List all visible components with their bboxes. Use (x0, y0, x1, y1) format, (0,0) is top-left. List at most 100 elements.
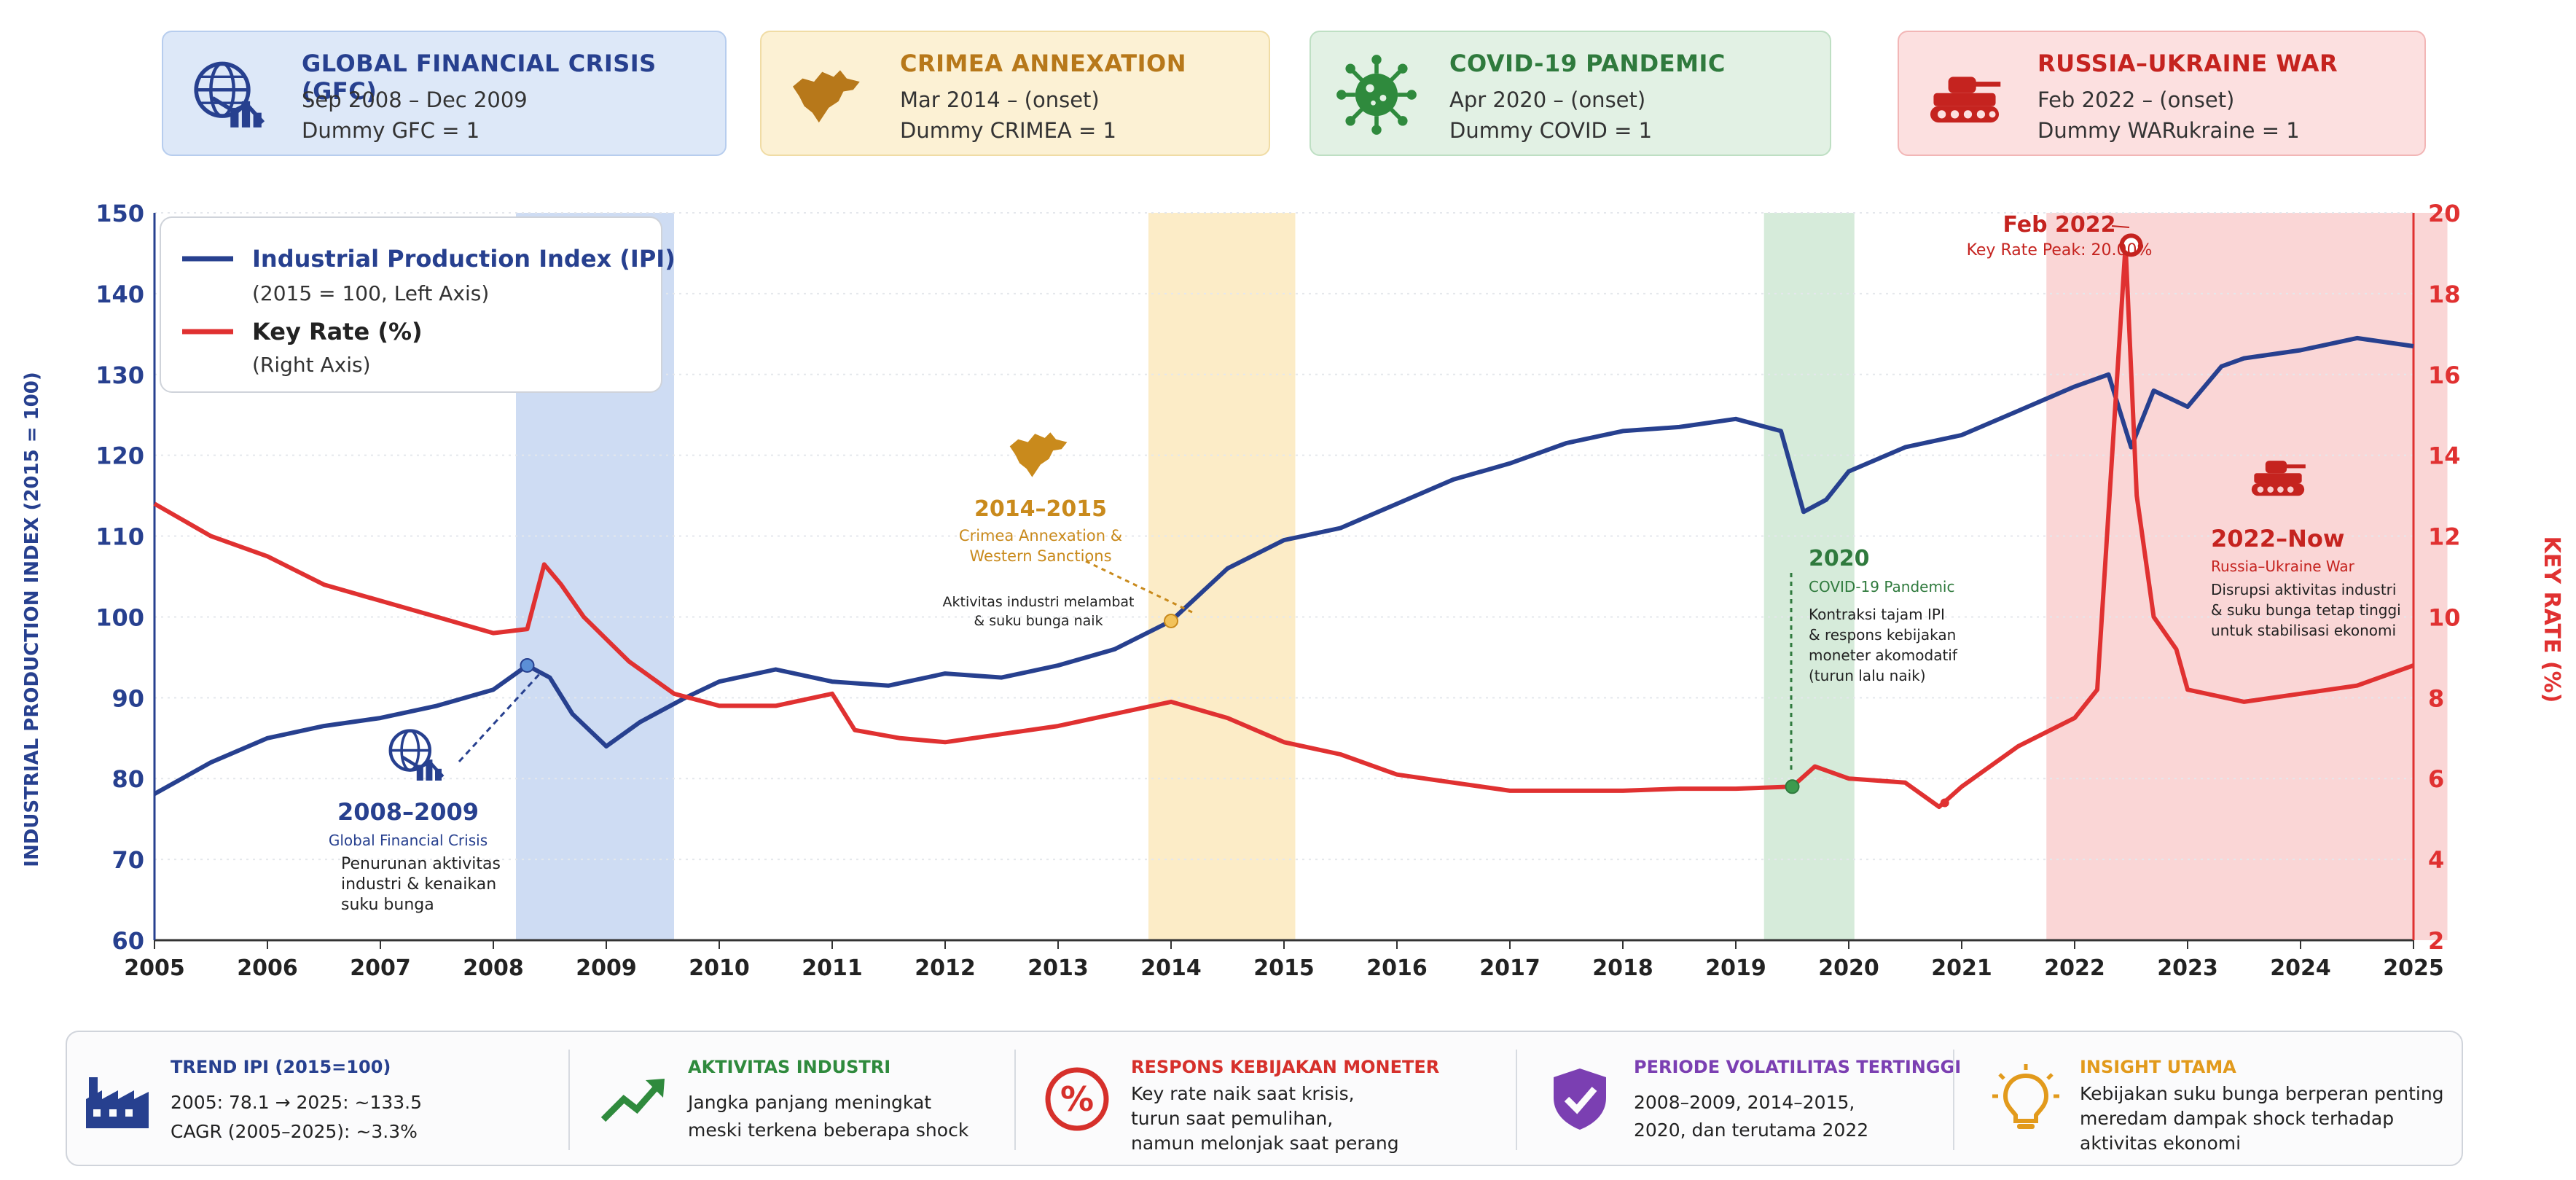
event-title: GLOBAL FINANCIAL CRISIS (GFC) (302, 50, 657, 105)
x-tick-label: 2016 (1366, 956, 1428, 981)
legend-ipi-sub: (2015 = 100, Left Axis) (252, 281, 489, 305)
event-period: Feb 2022 – (onset) (2037, 87, 2235, 112)
event-period: Sep 2008 – Dec 2009 (302, 87, 528, 112)
y-right-axis-label: KEY RATE (%) (2539, 536, 2564, 703)
tank-icon (2251, 461, 2306, 496)
x-tick-label: 2014 (1140, 956, 1202, 981)
chart-down-globe-icon (194, 61, 265, 128)
y-left-axis-label: INDUSTRIAL PRODUCTION INDEX (2015 = 100) (21, 372, 43, 867)
annotation-title: Western Sanctions (969, 547, 1111, 565)
annotation-war: 2022–Now Russia–Ukraine War Disrupsi akt… (2211, 461, 2401, 639)
annotation-line: Disrupsi aktivitas industri (2211, 581, 2396, 598)
y-right-tick-label: 20 (2428, 200, 2461, 227)
event-card-crimea: CRIMEA ANNEXATION Mar 2014 – (onset) Dum… (760, 31, 1270, 156)
summary-activity: AKTIVITAS INDUSTRI Jangka panjang mening… (584, 1032, 1000, 1165)
chart-down-globe-icon (388, 729, 445, 781)
x-tick-label: 2022 (2044, 956, 2105, 981)
y-right-tick-label: 8 (2428, 684, 2444, 712)
summary-line: CAGR (2005–2025): ~3.3% (171, 1121, 418, 1142)
x-tick-label: 2023 (2157, 956, 2218, 981)
x-tick-label: 2015 (1253, 956, 1315, 981)
key-rate-series-line (153, 243, 2415, 809)
lightbulb-icon (1992, 1064, 2059, 1129)
percent-icon: % (1045, 1067, 1109, 1131)
summary-title: INSIGHT UTAMA (2080, 1057, 2236, 1077)
summary-line: Key rate naik saat krisis, (1131, 1083, 1355, 1104)
legend-rate-sub: (Right Axis) (252, 353, 371, 377)
x-tick-label: 2008 (463, 956, 524, 981)
event-title: RUSSIA–UKRAINE WAR (2037, 50, 2338, 77)
annotation-line: & respons kebijakan (1809, 626, 1956, 644)
event-period: Apr 2020 – (onset) (1449, 87, 1646, 112)
peak-marker (2119, 233, 2143, 257)
summary-line: aktivitas ekonomi (2080, 1133, 2242, 1154)
summary-trend: TREND IPI (2015=100) 2005: 78.1 → 2025: … (67, 1032, 533, 1165)
factory-icon (86, 1077, 149, 1128)
annotation-year: 2020 (1809, 546, 1870, 571)
shaded-period (1763, 213, 1855, 940)
summary-policy: % RESPONS KEBIJAKAN MONETER Key rate nai… (1027, 1032, 1508, 1165)
covid-marker (1785, 779, 1800, 794)
annotation-line: industri & kenaikan (341, 875, 496, 894)
y-right-tick-label: 6 (2428, 765, 2444, 793)
annotation-year: 2014–2015 (974, 496, 1107, 522)
annotation-crimea: 2014–2015 Crimea Annexation & Western Sa… (943, 432, 1193, 629)
divider (1516, 1050, 1517, 1150)
x-tick-label: 2019 (1705, 956, 1766, 981)
tank-icon (1930, 77, 2001, 123)
crimea-map-icon (792, 70, 860, 123)
chart-svg: 60 70 80 90 100 110 120 130 140 150 2 4 6 8 10 12 14 16 18… (21, 200, 2564, 981)
annotation-title: Crimea Annexation & (959, 527, 1122, 544)
legend: Industrial Production Index (IPI) (2015 … (160, 216, 676, 393)
divider (1953, 1050, 1954, 1150)
y-left-tick-label: 110 (95, 523, 144, 551)
event-period: Mar 2014 – (onset) (900, 87, 1100, 112)
annotation-title: COVID-19 Pandemic (1809, 578, 1955, 595)
event-dummy: Dummy GFC = 1 (302, 118, 480, 143)
y-left-tick-label: 140 (95, 281, 144, 308)
x-tick-label: 2011 (802, 956, 863, 981)
annotation-peak: Feb 2022 Key Rate Peak: 20.00% (1967, 212, 2153, 259)
y-right-tick-label: 18 (2428, 281, 2461, 308)
y-right-tick-label: 16 (2428, 362, 2461, 389)
y-left-tick-label: 130 (95, 362, 144, 389)
annotation-line: Penurunan aktivitas (341, 855, 501, 873)
crimea-marker (1164, 613, 1178, 628)
summary-line: Jangka panjang meningkat (688, 1092, 932, 1113)
y-right-tick-label: 12 (2428, 523, 2461, 551)
event-card-covid: COVID-19 PANDEMIC Apr 2020 – (onset) Dum… (1309, 31, 1831, 156)
trend-up-icon (600, 1079, 665, 1122)
event-card-war: RUSSIA–UKRAINE WAR Feb 2022 – (onset) Du… (1898, 31, 2426, 156)
gfc-marker (520, 657, 535, 673)
summary-bar: TREND IPI (2015=100) 2005: 78.1 → 2025: … (66, 1031, 2463, 1166)
svg-text:%: % (1060, 1079, 1094, 1119)
y-right-tick-label: 10 (2428, 603, 2461, 631)
event-card-gfc: GLOBAL FINANCIAL CRISIS (GFC) Sep 2008 –… (162, 31, 727, 156)
legend-rate-label: Key Rate (%) (252, 318, 423, 345)
annotation-line: Kontraksi tajam IPI (1809, 606, 1945, 623)
summary-line: 2005: 78.1 → 2025: ~133.5 (171, 1092, 423, 1113)
summary-title: RESPONS KEBIJAKAN MONETER (1131, 1057, 1440, 1077)
x-tick-label: 2005 (124, 956, 185, 981)
shaded-period (2046, 213, 2448, 940)
crimea-map-icon (1009, 432, 1068, 477)
y-right-tick-label: 14 (2428, 442, 2461, 470)
y-left-tick-label: 150 (95, 200, 144, 227)
x-tick-label: 2007 (350, 956, 411, 981)
rate-dot (1940, 798, 1949, 808)
summary-line: meski terkena beberapa shock (688, 1120, 969, 1141)
annotation-gfc: 2008–2009 Global Financial Crisis Penuru… (329, 671, 542, 914)
event-title: CRIMEA ANNEXATION (900, 50, 1186, 77)
annotation-line: & suku bunga tetap tinggi (2211, 601, 2401, 619)
y-right-tick-label: 2 (2428, 927, 2444, 955)
x-tick-label: 2024 (2270, 956, 2331, 981)
y-left-tick-label: 60 (111, 927, 144, 955)
x-tick-label: 2021 (1931, 956, 1992, 981)
event-dummy: Dummy WARukraine = 1 (2037, 118, 2300, 143)
annotation-title: Global Financial Crisis (329, 832, 488, 849)
summary-line: Kebijakan suku bunga berperan penting (2080, 1083, 2444, 1104)
summary-volatility: PERIODE VOLATILITAS TERTINGGI 2008–2009,… (1530, 1032, 1997, 1165)
x-tick-label: 2017 (1479, 956, 1540, 981)
divider (1014, 1050, 1016, 1150)
divider (568, 1050, 570, 1150)
